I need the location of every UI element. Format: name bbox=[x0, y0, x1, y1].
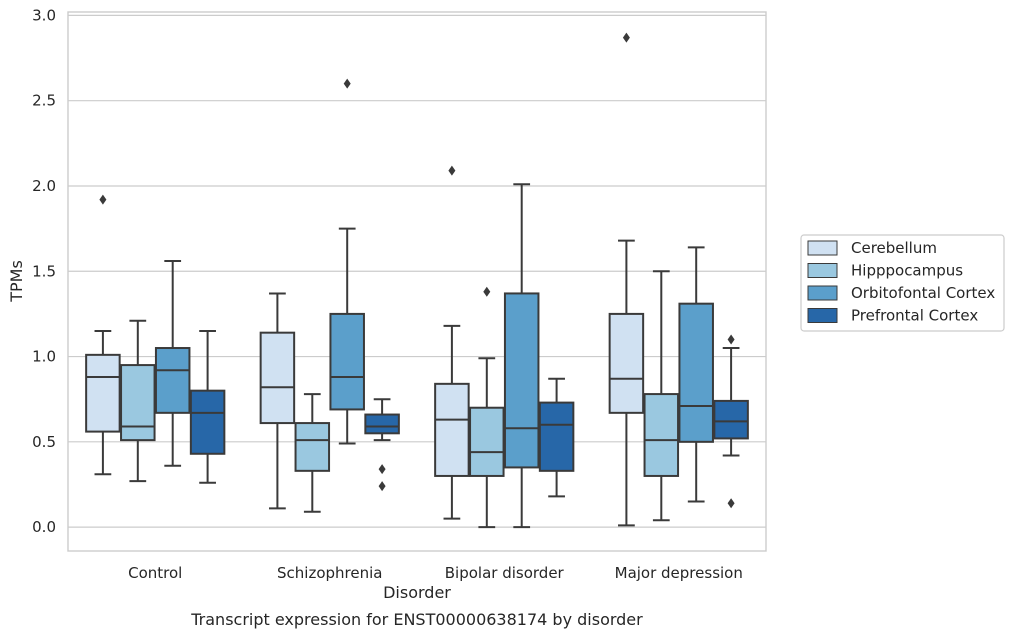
box-plot bbox=[503, 183, 540, 529]
box-body bbox=[608, 312, 645, 414]
y-tick-label: 1.0 bbox=[32, 348, 56, 366]
box-body bbox=[538, 401, 575, 472]
legend-item: Orbitofontal Cortex bbox=[807, 284, 995, 302]
x-tick-labels: Control Schizophrenia Bipolar disorder Majo… bbox=[128, 564, 743, 582]
box-plot bbox=[434, 165, 470, 520]
legend-item: Prefrontal Cortex bbox=[807, 307, 978, 325]
box-plot bbox=[120, 319, 156, 483]
outlier-point bbox=[483, 286, 491, 297]
outlier-point bbox=[378, 481, 386, 492]
outlier-point bbox=[727, 498, 735, 509]
box-plot bbox=[538, 377, 575, 498]
outlier-point bbox=[378, 464, 386, 475]
legend-entries: Cerebellum Hipppocampus Orbitofontal Corte… bbox=[807, 239, 995, 325]
box-body bbox=[469, 406, 505, 477]
box-plot bbox=[154, 260, 191, 467]
x-tick-label: Major depression bbox=[615, 564, 743, 582]
box-body bbox=[643, 393, 680, 477]
legend-swatch bbox=[807, 308, 838, 323]
y-tick-labels: 0.0 0.5 1.0 1.5 2.0 2.5 3.0 bbox=[32, 6, 56, 536]
legend-swatch bbox=[807, 263, 838, 278]
box-groups bbox=[85, 32, 749, 529]
box-plot bbox=[643, 270, 680, 522]
y-tick-label: 2.0 bbox=[32, 177, 56, 195]
box-body bbox=[294, 422, 331, 472]
box-body bbox=[189, 389, 226, 455]
box-body bbox=[713, 399, 749, 440]
y-tick-label: 1.5 bbox=[32, 262, 56, 280]
outlier-point bbox=[622, 32, 630, 43]
box-plot bbox=[85, 194, 121, 476]
box-plot bbox=[678, 246, 714, 503]
y-tick-label: 3.0 bbox=[32, 6, 56, 24]
x-axis-label: Disorder bbox=[383, 583, 451, 602]
legend-label: Prefrontal Cortex bbox=[851, 307, 978, 325]
box-body bbox=[503, 292, 540, 469]
legend-swatch bbox=[807, 240, 838, 256]
x-tick-label: Schizophrenia bbox=[277, 564, 382, 582]
box-body bbox=[259, 331, 296, 425]
legend-item: Hipppocampus bbox=[807, 262, 963, 280]
outlier-point bbox=[727, 334, 735, 345]
box-body bbox=[120, 364, 156, 442]
outlier-point bbox=[343, 78, 351, 89]
box-body bbox=[329, 312, 365, 411]
box-body bbox=[678, 302, 714, 443]
legend-label: Orbitofontal Cortex bbox=[851, 284, 995, 302]
box-body bbox=[85, 353, 121, 433]
box-plot bbox=[329, 78, 365, 445]
legend-box bbox=[800, 234, 1005, 332]
outlier-point bbox=[448, 165, 456, 176]
legend-item: Cerebellum bbox=[807, 239, 937, 257]
outlier-point bbox=[99, 194, 107, 205]
box-plot bbox=[259, 292, 296, 510]
x-tick-label: Bipolar disorder bbox=[445, 564, 565, 582]
box-plot bbox=[189, 329, 226, 484]
x-tick-label: Control bbox=[128, 564, 182, 582]
legend-label: Cerebellum bbox=[851, 239, 937, 257]
y-tick-label: 2.5 bbox=[32, 92, 56, 110]
box-body bbox=[434, 382, 470, 477]
y-tick-label: 0.0 bbox=[32, 518, 56, 536]
legend: Cerebellum Hipppocampus Orbitofontal Corte… bbox=[800, 234, 1005, 332]
box-body bbox=[154, 347, 191, 414]
box-plot bbox=[364, 398, 400, 492]
box-plot bbox=[294, 393, 331, 513]
y-axis-label: TPMs bbox=[7, 260, 26, 303]
y-tick-label: 0.5 bbox=[32, 433, 56, 451]
box-plot bbox=[713, 334, 749, 509]
box-plot bbox=[469, 286, 505, 529]
legend-swatch bbox=[807, 285, 838, 301]
chart-caption: Transcript expression for ENST0000063817… bbox=[190, 610, 643, 629]
legend-label: Hipppocampus bbox=[851, 262, 963, 280]
box-plot bbox=[608, 32, 645, 527]
box-body bbox=[364, 413, 400, 435]
